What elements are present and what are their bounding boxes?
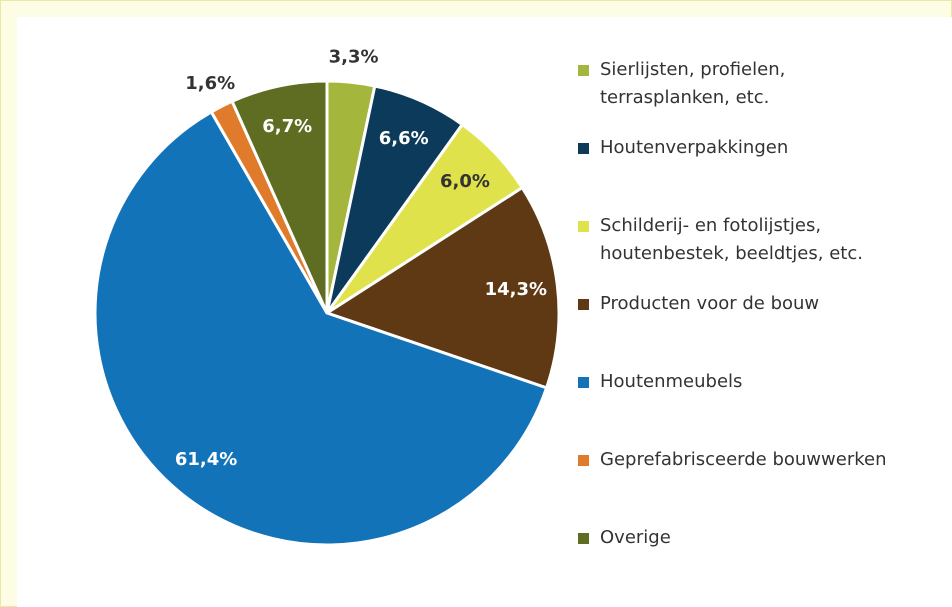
legend-item: Geprefabrisceerde bouwwerken (578, 446, 948, 474)
pie-slice (323, 185, 561, 390)
pie-slice (93, 109, 549, 547)
legend-swatch (578, 533, 589, 544)
legend-label: Overige (600, 527, 671, 548)
legend-label: Sierlijsten, profielen, terrasplanken, e… (600, 59, 786, 108)
legend-label: Houtenverpakkingen (600, 137, 789, 158)
legend-label: Geprefabrisceerde bouwwerken (600, 449, 887, 470)
legend-item: Schilderij- en fotolijstjes, houtenbeste… (578, 212, 918, 268)
legend-label: Houtenmeubels (600, 371, 743, 392)
data-label: 6,7% (262, 116, 312, 137)
data-label: 14,3% (485, 279, 547, 300)
pie-slice (230, 79, 329, 314)
legend-item: Sierlijsten, profielen, terrasplanken, e… (578, 56, 828, 112)
legend-swatch (578, 65, 589, 76)
data-label: 61,4% (175, 449, 237, 470)
data-label: 3,3% (329, 46, 379, 67)
data-label: 1,6% (185, 73, 235, 94)
legend-label: Producten voor de bouw (600, 293, 820, 314)
legend-item: Houtenverpakkingen (578, 134, 948, 162)
legend-item: Houtenmeubels (578, 368, 948, 396)
legend-swatch (578, 377, 589, 388)
data-label: 6,0% (440, 171, 490, 192)
legend-swatch (578, 221, 589, 232)
legend-item: Overige (578, 524, 948, 552)
legend-swatch (578, 299, 589, 310)
legend-item: Producten voor de bouw (578, 290, 948, 318)
data-label: 6,6% (379, 128, 429, 149)
legend-swatch (578, 455, 589, 466)
legend-label: Schilderij- en fotolijstjes, houtenbeste… (600, 215, 863, 264)
legend-swatch (578, 143, 589, 154)
